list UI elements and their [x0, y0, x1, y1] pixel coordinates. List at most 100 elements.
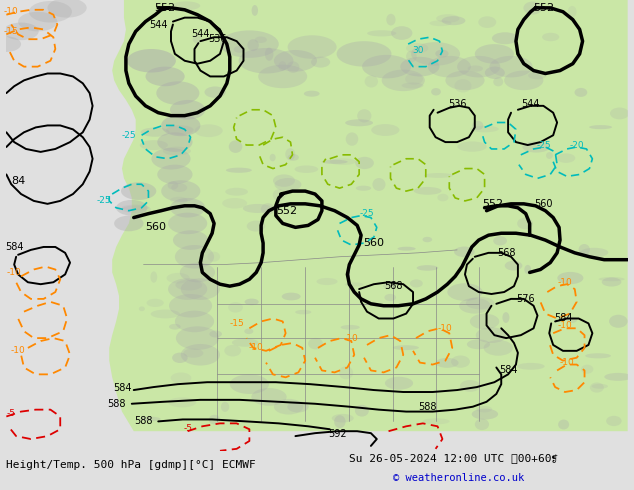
Ellipse shape: [339, 366, 353, 379]
Ellipse shape: [502, 312, 510, 323]
Ellipse shape: [252, 5, 258, 16]
Ellipse shape: [385, 377, 413, 390]
Ellipse shape: [287, 61, 299, 73]
Ellipse shape: [169, 324, 181, 330]
Ellipse shape: [610, 107, 629, 120]
Ellipse shape: [168, 397, 197, 407]
Ellipse shape: [470, 314, 500, 329]
Ellipse shape: [484, 340, 513, 356]
Text: -25: -25: [122, 131, 136, 140]
Ellipse shape: [367, 30, 396, 36]
Ellipse shape: [281, 293, 301, 300]
Text: -10: -10: [7, 268, 22, 277]
Ellipse shape: [220, 30, 279, 58]
Ellipse shape: [557, 153, 575, 163]
Text: -5: -5: [183, 424, 192, 433]
Ellipse shape: [173, 230, 208, 250]
Text: 544: 544: [149, 20, 167, 29]
Text: 588: 588: [134, 416, 153, 426]
Text: -10: -10: [438, 324, 453, 333]
Ellipse shape: [157, 165, 193, 184]
Ellipse shape: [606, 416, 621, 426]
Ellipse shape: [0, 36, 21, 52]
Ellipse shape: [467, 340, 490, 349]
Ellipse shape: [489, 56, 533, 77]
Text: -10: -10: [4, 7, 18, 16]
Ellipse shape: [400, 57, 439, 76]
Ellipse shape: [234, 46, 245, 53]
Ellipse shape: [504, 71, 543, 90]
Ellipse shape: [383, 283, 391, 289]
Ellipse shape: [139, 140, 168, 150]
Ellipse shape: [384, 294, 396, 301]
Ellipse shape: [311, 56, 330, 68]
Ellipse shape: [316, 278, 337, 285]
Ellipse shape: [156, 81, 200, 105]
Ellipse shape: [442, 16, 465, 25]
Ellipse shape: [436, 14, 460, 23]
Ellipse shape: [287, 401, 309, 413]
Text: 30: 30: [412, 47, 424, 55]
Ellipse shape: [466, 297, 495, 309]
Ellipse shape: [258, 65, 307, 88]
Ellipse shape: [205, 86, 226, 98]
Text: 560: 560: [363, 238, 384, 248]
Ellipse shape: [422, 237, 432, 242]
Text: -15: -15: [4, 27, 18, 36]
Ellipse shape: [585, 353, 611, 358]
Ellipse shape: [288, 154, 299, 161]
Ellipse shape: [175, 311, 214, 332]
Ellipse shape: [372, 178, 385, 191]
Ellipse shape: [18, 12, 57, 31]
Ellipse shape: [308, 338, 323, 349]
Ellipse shape: [161, 180, 200, 202]
Ellipse shape: [386, 14, 396, 25]
Ellipse shape: [172, 353, 188, 363]
Text: 536: 536: [208, 34, 226, 44]
Ellipse shape: [382, 70, 425, 91]
Ellipse shape: [411, 42, 460, 66]
Ellipse shape: [580, 248, 609, 257]
Ellipse shape: [428, 56, 471, 77]
Ellipse shape: [422, 418, 450, 424]
Ellipse shape: [157, 132, 193, 152]
Ellipse shape: [476, 327, 507, 343]
Ellipse shape: [459, 298, 491, 314]
Ellipse shape: [195, 124, 223, 137]
Ellipse shape: [475, 44, 514, 64]
Text: 584: 584: [113, 383, 131, 393]
Ellipse shape: [485, 67, 505, 79]
Ellipse shape: [247, 39, 259, 51]
Ellipse shape: [273, 174, 295, 187]
Ellipse shape: [557, 272, 583, 284]
Ellipse shape: [127, 49, 176, 73]
Ellipse shape: [355, 405, 369, 416]
Ellipse shape: [524, 265, 531, 274]
Ellipse shape: [472, 409, 498, 419]
Ellipse shape: [355, 157, 374, 169]
Ellipse shape: [590, 383, 604, 392]
Ellipse shape: [181, 344, 220, 366]
Ellipse shape: [457, 142, 487, 152]
Ellipse shape: [221, 402, 230, 412]
Ellipse shape: [168, 278, 207, 300]
Ellipse shape: [265, 48, 273, 61]
Text: 584: 584: [5, 242, 23, 252]
Text: 544: 544: [191, 29, 210, 39]
Ellipse shape: [393, 345, 419, 350]
Ellipse shape: [139, 306, 145, 311]
Ellipse shape: [278, 61, 287, 71]
Text: 560: 560: [145, 222, 166, 232]
Ellipse shape: [122, 205, 150, 211]
Ellipse shape: [598, 277, 624, 281]
Text: 536: 536: [448, 99, 467, 109]
Ellipse shape: [244, 328, 254, 334]
Ellipse shape: [230, 374, 269, 394]
Ellipse shape: [567, 6, 576, 18]
Ellipse shape: [391, 26, 412, 40]
Text: -25: -25: [97, 196, 112, 205]
Text: -10: -10: [557, 278, 573, 287]
Ellipse shape: [180, 263, 215, 282]
Ellipse shape: [457, 56, 500, 77]
Ellipse shape: [175, 245, 214, 269]
